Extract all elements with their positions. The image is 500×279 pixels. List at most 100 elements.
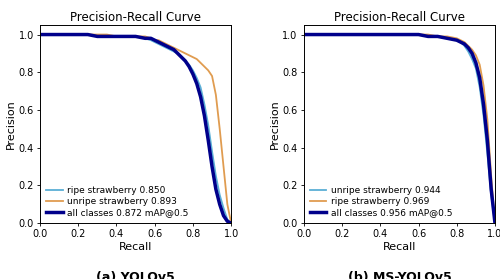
ripe strawberry 0.850 — [198, 86, 203, 89]
all classes 0.872 mAP@0.5 — [152, 39, 158, 42]
all classes 0.872 mAP@0.5 — [41, 33, 47, 36]
ripe strawberry 0.850 — [202, 103, 207, 106]
all classes 0.956 mAP@0.5 — [368, 33, 374, 36]
ripe strawberry 0.969 — [416, 33, 422, 36]
all classes 0.956 mAP@0.5 — [480, 103, 486, 106]
unripe strawberry 0.944 — [406, 33, 412, 36]
unripe strawberry 0.893 — [104, 33, 110, 36]
unripe strawberry 0.944 — [301, 33, 307, 36]
ripe strawberry 0.969 — [301, 33, 307, 36]
unripe strawberry 0.893 — [163, 42, 169, 46]
unripe strawberry 0.944 — [358, 33, 364, 36]
all classes 0.956 mAP@0.5 — [378, 33, 384, 36]
ripe strawberry 0.969 — [465, 44, 471, 47]
ripe strawberry 0.969 — [469, 48, 475, 51]
unripe strawberry 0.893 — [114, 35, 119, 38]
ripe strawberry 0.850 — [163, 46, 169, 49]
unripe strawberry 0.893 — [148, 37, 154, 40]
all classes 0.956 mAP@0.5 — [454, 39, 460, 42]
unripe strawberry 0.944 — [339, 33, 345, 36]
Text: (a) YOLOv5: (a) YOLOv5 — [96, 271, 175, 279]
all classes 0.872 mAP@0.5 — [213, 187, 219, 191]
unripe strawberry 0.893 — [220, 165, 226, 168]
all classes 0.872 mAP@0.5 — [220, 214, 226, 217]
ripe strawberry 0.850 — [209, 150, 215, 153]
unripe strawberry 0.944 — [469, 57, 475, 61]
ripe strawberry 0.850 — [194, 76, 200, 80]
unripe strawberry 0.893 — [182, 52, 188, 55]
all classes 0.956 mAP@0.5 — [488, 187, 494, 191]
ripe strawberry 0.850 — [142, 37, 148, 40]
all classes 0.872 mAP@0.5 — [142, 37, 148, 40]
unripe strawberry 0.944 — [416, 33, 422, 36]
ripe strawberry 0.850 — [167, 48, 173, 51]
all classes 0.956 mAP@0.5 — [462, 42, 468, 46]
Line: all classes 0.872 mAP@0.5: all classes 0.872 mAP@0.5 — [40, 35, 231, 223]
all classes 0.956 mAP@0.5 — [406, 33, 412, 36]
unripe strawberry 0.944 — [378, 33, 384, 36]
Line: ripe strawberry 0.969: ripe strawberry 0.969 — [304, 35, 495, 223]
unripe strawberry 0.944 — [396, 33, 402, 36]
ripe strawberry 0.850 — [220, 206, 226, 210]
all classes 0.872 mAP@0.5 — [198, 95, 203, 98]
ripe strawberry 0.850 — [46, 33, 52, 36]
unripe strawberry 0.944 — [310, 33, 316, 36]
unripe strawberry 0.944 — [476, 86, 482, 89]
ripe strawberry 0.850 — [37, 33, 43, 36]
ripe strawberry 0.850 — [56, 33, 62, 36]
all classes 0.872 mAP@0.5 — [94, 35, 100, 38]
unripe strawberry 0.893 — [142, 35, 148, 38]
unripe strawberry 0.944 — [465, 50, 471, 53]
ripe strawberry 0.850 — [114, 35, 119, 38]
Line: ripe strawberry 0.850: ripe strawberry 0.850 — [40, 35, 231, 223]
ripe strawberry 0.850 — [94, 35, 100, 38]
X-axis label: Recall: Recall — [119, 242, 152, 252]
ripe strawberry 0.850 — [160, 44, 166, 47]
unripe strawberry 0.944 — [330, 33, 336, 36]
unripe strawberry 0.893 — [205, 69, 211, 72]
ripe strawberry 0.850 — [213, 174, 219, 178]
ripe strawberry 0.969 — [396, 33, 402, 36]
ripe strawberry 0.850 — [132, 35, 138, 38]
all classes 0.956 mAP@0.5 — [330, 33, 336, 36]
unripe strawberry 0.944 — [454, 39, 460, 42]
ripe strawberry 0.969 — [320, 33, 326, 36]
unripe strawberry 0.893 — [228, 222, 234, 225]
X-axis label: Recall: Recall — [382, 242, 416, 252]
all classes 0.956 mAP@0.5 — [416, 33, 422, 36]
ripe strawberry 0.969 — [484, 118, 490, 121]
all classes 0.872 mAP@0.5 — [114, 35, 119, 38]
unripe strawberry 0.893 — [56, 33, 62, 36]
unripe strawberry 0.893 — [37, 33, 43, 36]
ripe strawberry 0.969 — [425, 33, 431, 36]
unripe strawberry 0.944 — [473, 67, 479, 70]
all classes 0.872 mAP@0.5 — [75, 33, 81, 36]
unripe strawberry 0.893 — [123, 35, 129, 38]
unripe strawberry 0.893 — [132, 35, 138, 38]
all classes 0.872 mAP@0.5 — [37, 33, 43, 36]
unripe strawberry 0.893 — [41, 33, 47, 36]
all classes 0.956 mAP@0.5 — [473, 61, 479, 64]
ripe strawberry 0.969 — [488, 174, 494, 178]
all classes 0.956 mAP@0.5 — [492, 222, 498, 225]
unripe strawberry 0.893 — [152, 39, 158, 42]
Y-axis label: Precision: Precision — [6, 99, 16, 149]
all classes 0.956 mAP@0.5 — [469, 52, 475, 55]
ripe strawberry 0.969 — [358, 33, 364, 36]
ripe strawberry 0.969 — [339, 33, 345, 36]
ripe strawberry 0.850 — [85, 33, 91, 36]
unripe strawberry 0.893 — [178, 50, 184, 53]
unripe strawberry 0.893 — [75, 33, 81, 36]
all classes 0.872 mAP@0.5 — [132, 35, 138, 38]
ripe strawberry 0.969 — [454, 37, 460, 40]
unripe strawberry 0.944 — [458, 40, 464, 44]
all classes 0.872 mAP@0.5 — [56, 33, 62, 36]
ripe strawberry 0.969 — [304, 33, 310, 36]
all classes 0.956 mAP@0.5 — [434, 35, 440, 38]
all classes 0.872 mAP@0.5 — [46, 33, 52, 36]
all classes 0.956 mAP@0.5 — [348, 33, 354, 36]
all classes 0.872 mAP@0.5 — [190, 73, 196, 76]
unripe strawberry 0.893 — [85, 33, 91, 36]
unripe strawberry 0.944 — [320, 33, 326, 36]
unripe strawberry 0.944 — [434, 35, 440, 38]
